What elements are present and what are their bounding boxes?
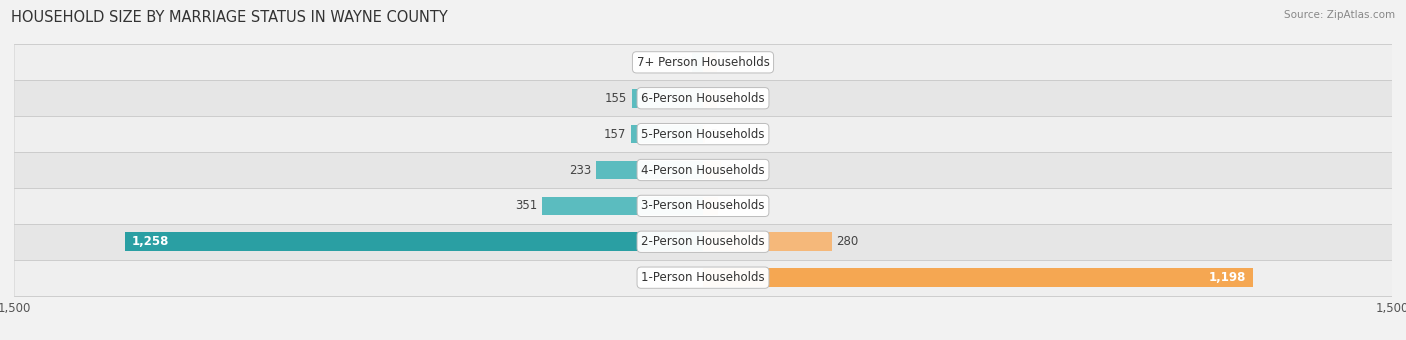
Text: 351: 351 xyxy=(515,199,537,212)
Text: 157: 157 xyxy=(605,128,626,141)
Text: 0: 0 xyxy=(721,92,728,105)
Text: 280: 280 xyxy=(837,235,859,248)
Bar xyxy=(631,89,703,107)
Text: 23: 23 xyxy=(673,56,688,69)
Text: 5-Person Households: 5-Person Households xyxy=(641,128,765,141)
Bar xyxy=(596,161,703,179)
Text: 2-Person Households: 2-Person Households xyxy=(641,235,765,248)
Bar xyxy=(541,197,703,215)
Text: 0: 0 xyxy=(721,56,728,69)
Bar xyxy=(14,188,1392,224)
Text: HOUSEHOLD SIZE BY MARRIAGE STATUS IN WAYNE COUNTY: HOUSEHOLD SIZE BY MARRIAGE STATUS IN WAY… xyxy=(11,10,449,25)
Bar xyxy=(703,161,721,179)
Bar xyxy=(692,53,703,72)
Text: 1,198: 1,198 xyxy=(1209,271,1246,284)
Bar xyxy=(703,233,831,251)
Text: 1-Person Households: 1-Person Households xyxy=(641,271,765,284)
Text: 3-Person Households: 3-Person Households xyxy=(641,199,765,212)
Bar xyxy=(703,268,1253,287)
Bar xyxy=(14,116,1392,152)
Bar xyxy=(14,224,1392,260)
Bar xyxy=(14,260,1392,295)
Bar xyxy=(631,125,703,143)
Text: 32: 32 xyxy=(723,199,737,212)
Text: 155: 155 xyxy=(605,92,627,105)
Bar xyxy=(703,197,717,215)
Text: Source: ZipAtlas.com: Source: ZipAtlas.com xyxy=(1284,10,1395,20)
Bar xyxy=(703,53,717,72)
Bar xyxy=(125,233,703,251)
Text: 1,258: 1,258 xyxy=(132,235,170,248)
Bar xyxy=(14,45,1392,80)
Text: 6-Person Households: 6-Person Households xyxy=(641,92,765,105)
Bar xyxy=(14,80,1392,116)
Bar xyxy=(703,89,717,107)
Bar xyxy=(703,125,706,143)
Text: 39: 39 xyxy=(725,164,741,176)
Text: 233: 233 xyxy=(569,164,592,176)
Bar xyxy=(14,152,1392,188)
Text: 5: 5 xyxy=(710,128,717,141)
Text: 7+ Person Households: 7+ Person Households xyxy=(637,56,769,69)
Text: 4-Person Households: 4-Person Households xyxy=(641,164,765,176)
